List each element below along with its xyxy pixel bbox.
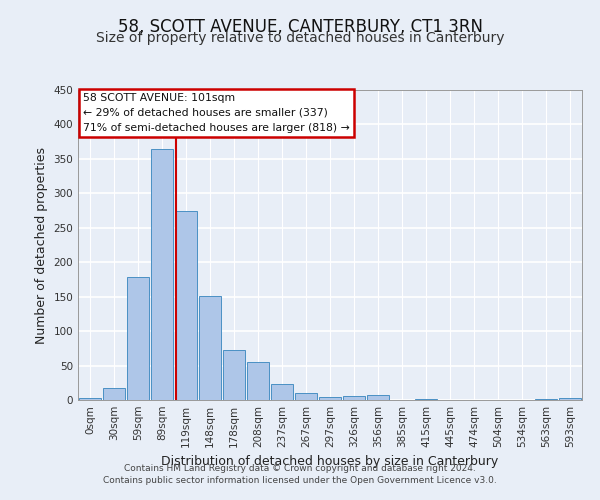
Text: 58 SCOTT AVENUE: 101sqm
← 29% of detached houses are smaller (337)
71% of semi-d: 58 SCOTT AVENUE: 101sqm ← 29% of detache… [83,93,350,132]
Bar [79,398,101,400]
Bar [175,210,197,400]
Bar [151,148,173,400]
Bar [223,350,245,400]
Bar [559,398,581,400]
Bar [127,278,149,400]
Text: Contains HM Land Registry data © Crown copyright and database right 2024.: Contains HM Land Registry data © Crown c… [124,464,476,473]
Text: 58, SCOTT AVENUE, CANTERBURY, CT1 3RN: 58, SCOTT AVENUE, CANTERBURY, CT1 3RN [118,18,482,36]
X-axis label: Distribution of detached houses by size in Canterbury: Distribution of detached houses by size … [161,456,499,468]
Bar [343,396,365,400]
Bar [367,395,389,400]
Bar [247,362,269,400]
Text: Size of property relative to detached houses in Canterbury: Size of property relative to detached ho… [96,31,504,45]
Y-axis label: Number of detached properties: Number of detached properties [35,146,48,344]
Bar [199,296,221,400]
Bar [295,393,317,400]
Text: Contains public sector information licensed under the Open Government Licence v3: Contains public sector information licen… [103,476,497,485]
Bar [319,396,341,400]
Bar [535,398,557,400]
Bar [415,398,437,400]
Bar [103,388,125,400]
Bar [271,384,293,400]
